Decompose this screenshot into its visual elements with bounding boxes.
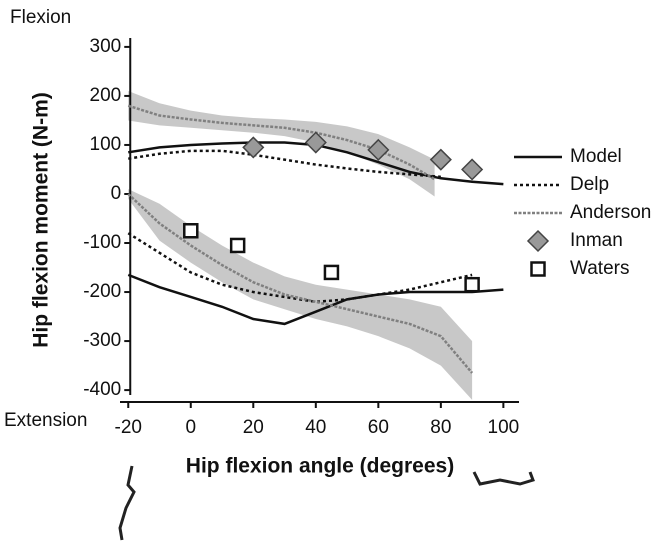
y-tick-label: -200	[83, 281, 121, 302]
stick-figure-right	[472, 471, 535, 486]
legend-label: Waters	[570, 258, 629, 279]
band	[128, 91, 435, 197]
waters-marker	[464, 276, 480, 293]
inman-marker	[242, 136, 265, 159]
x-tick-label: 0	[185, 417, 196, 438]
y-tick-label: 100	[90, 134, 122, 155]
inman-marker	[367, 138, 390, 161]
flexion-label: Flexion	[10, 7, 71, 28]
x-tick-label: 100	[488, 417, 520, 438]
x-axis-label: Hip flexion angle (degrees)	[186, 455, 454, 478]
y-axis-label: Hip flexion moment (N-m)	[30, 92, 53, 348]
x-tick-label: 60	[368, 417, 389, 438]
legend-label: Inman	[570, 230, 623, 251]
x-tick-label: 20	[243, 417, 264, 438]
x-tick-label: 40	[305, 417, 326, 438]
inman-marker	[461, 158, 484, 181]
waters-marker	[323, 264, 340, 281]
legend-label: Anderson	[570, 202, 651, 223]
legend-label: Delp	[570, 174, 609, 195]
line	[127, 104, 474, 374]
x-tick-label: -20	[115, 417, 142, 438]
waters-marker	[229, 237, 246, 254]
inman-marker	[304, 131, 327, 154]
y-tick-label: -400	[83, 379, 121, 400]
waters-marker	[183, 223, 199, 239]
legend-swatch	[530, 261, 546, 277]
y-tick-label: 0	[111, 183, 122, 204]
stick-figure-left	[118, 465, 136, 541]
y-tick-label: -300	[83, 330, 121, 351]
inman-marker	[429, 148, 452, 171]
extension-label: Extension	[4, 410, 87, 431]
y-tick-label: -100	[83, 232, 121, 253]
legend-label: Model	[570, 146, 622, 167]
y-tick-label: 300	[90, 36, 122, 57]
legend-swatch	[526, 229, 550, 253]
y-tick-label: 200	[90, 85, 122, 106]
x-tick-label: 80	[430, 417, 451, 438]
band	[128, 189, 473, 400]
